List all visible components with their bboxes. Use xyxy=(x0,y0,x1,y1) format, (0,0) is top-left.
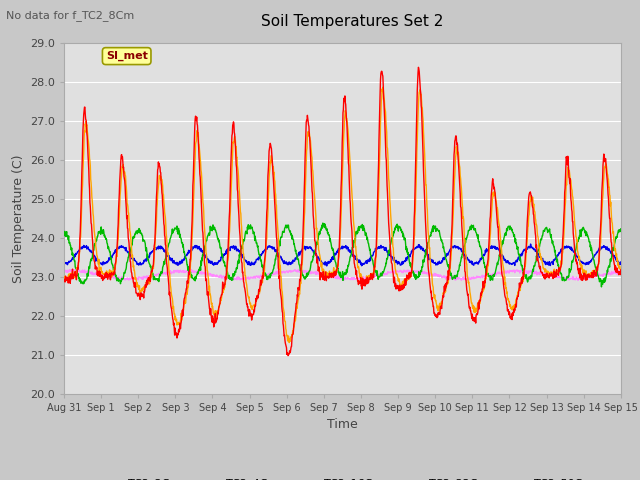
Text: SI_met: SI_met xyxy=(106,51,148,61)
TC2_16Cm xyxy=(429,228,437,234)
TC2_16Cm xyxy=(246,226,254,232)
TC2_50Cm xyxy=(574,277,582,283)
TC2_32Cm xyxy=(246,261,254,266)
TC2_16Cm xyxy=(184,267,191,273)
TC2_50Cm xyxy=(72,266,80,272)
TC2_50Cm xyxy=(551,273,559,279)
TC2_32Cm xyxy=(552,256,559,262)
TC2_2Cm xyxy=(552,270,559,276)
TC2_16Cm xyxy=(551,247,559,253)
TC2_4Cm xyxy=(60,274,68,280)
TC2_16Cm xyxy=(598,284,605,290)
TC2_32Cm xyxy=(527,241,534,247)
TC2_16Cm xyxy=(60,231,68,237)
TC2_50Cm xyxy=(60,267,68,273)
Line: TC2_4Cm: TC2_4Cm xyxy=(64,87,621,343)
TC2_2Cm xyxy=(617,267,625,273)
TC2_2Cm xyxy=(415,64,422,70)
TC2_50Cm xyxy=(246,274,254,280)
TC2_4Cm xyxy=(429,290,437,296)
TC2_2Cm xyxy=(170,327,178,333)
Text: Soil Temperatures Set 2: Soil Temperatures Set 2 xyxy=(261,14,443,29)
TC2_32Cm xyxy=(617,260,625,266)
TC2_4Cm xyxy=(184,284,191,290)
X-axis label: Time: Time xyxy=(327,418,358,431)
TC2_50Cm xyxy=(502,270,509,276)
Y-axis label: Soil Temperature (C): Soil Temperature (C) xyxy=(12,154,24,283)
TC2_2Cm xyxy=(246,311,254,316)
TC2_4Cm xyxy=(379,84,387,90)
TC2_16Cm xyxy=(170,227,178,233)
TC2_50Cm xyxy=(617,269,625,275)
Legend: TC2_2Cm, TC2_4Cm, TC2_16Cm, TC2_32Cm, TC2_50Cm: TC2_2Cm, TC2_4Cm, TC2_16Cm, TC2_32Cm, TC… xyxy=(87,473,598,480)
TC2_4Cm xyxy=(617,267,625,273)
Line: TC2_32Cm: TC2_32Cm xyxy=(64,244,621,266)
TC2_16Cm xyxy=(319,220,326,226)
TC2_2Cm xyxy=(184,280,191,286)
TC2_4Cm xyxy=(552,269,559,275)
TC2_4Cm xyxy=(170,312,178,317)
TC2_50Cm xyxy=(171,269,179,275)
TC2_16Cm xyxy=(617,226,625,232)
TC2_32Cm xyxy=(60,260,68,265)
TC2_32Cm xyxy=(323,263,331,269)
TC2_16Cm xyxy=(502,232,509,238)
TC2_32Cm xyxy=(170,260,178,265)
TC2_32Cm xyxy=(502,259,509,264)
TC2_4Cm xyxy=(246,301,254,307)
Text: No data for f_TC2_8Cm: No data for f_TC2_8Cm xyxy=(6,10,134,21)
Line: TC2_2Cm: TC2_2Cm xyxy=(64,67,621,356)
TC2_2Cm xyxy=(502,299,510,304)
TC2_32Cm xyxy=(184,250,191,256)
TC2_2Cm xyxy=(60,278,68,284)
TC2_4Cm xyxy=(502,285,510,290)
TC2_50Cm xyxy=(184,269,192,275)
TC2_50Cm xyxy=(429,272,437,277)
Line: TC2_50Cm: TC2_50Cm xyxy=(64,269,621,280)
Line: TC2_16Cm: TC2_16Cm xyxy=(64,223,621,287)
TC2_4Cm xyxy=(285,340,293,346)
TC2_32Cm xyxy=(429,259,437,264)
TC2_2Cm xyxy=(429,303,437,309)
TC2_2Cm xyxy=(284,353,292,359)
